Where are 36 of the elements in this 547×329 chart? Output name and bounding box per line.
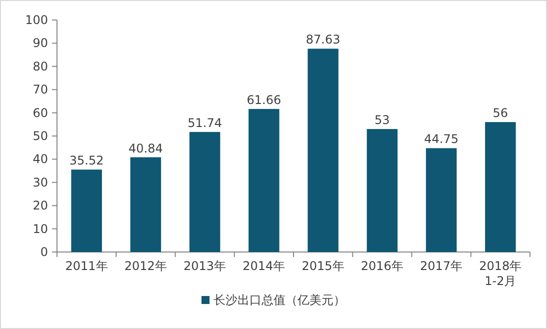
data-label: 56 xyxy=(492,106,508,120)
bar xyxy=(426,148,457,252)
data-label: 40.84 xyxy=(128,141,163,156)
x-tick-label: 2016年 xyxy=(360,259,404,273)
y-tick-label: 90 xyxy=(32,36,48,50)
bar xyxy=(130,157,162,252)
bar xyxy=(189,132,220,252)
y-tick-label: 50 xyxy=(32,129,48,143)
x-tick-label: 2018年 1-2月 xyxy=(479,259,522,288)
x-tick-label: 2015年 xyxy=(302,259,344,273)
legend-label: 长沙出口总值（亿美元） xyxy=(214,293,346,307)
bar xyxy=(485,122,516,252)
y-tick-label: 100 xyxy=(25,13,48,27)
bar xyxy=(308,48,338,252)
data-label: 51.74 xyxy=(188,116,222,130)
y-tick-label: 80 xyxy=(32,59,48,74)
x-tick-label: 2013年 xyxy=(184,259,226,273)
y-tick-label: 10 xyxy=(32,222,48,236)
data-label: 44.75 xyxy=(424,132,458,146)
data-label: 53 xyxy=(374,113,390,128)
bar xyxy=(248,108,280,252)
y-tick-label: 70 xyxy=(32,82,48,97)
x-tick-label: 2014年 xyxy=(242,259,286,273)
y-tick-label: 30 xyxy=(32,175,48,190)
data-label: 61.66 xyxy=(246,92,282,107)
x-tick-label: 2017年 xyxy=(420,259,463,273)
y-tick-label: 0 xyxy=(40,245,48,259)
data-label: 35.52 xyxy=(69,154,104,168)
bar xyxy=(366,129,398,252)
bar xyxy=(71,170,102,252)
data-label: 87.63 xyxy=(306,32,340,47)
y-tick-label: 60 xyxy=(32,106,48,120)
y-tick-label: 40 xyxy=(32,152,48,166)
x-tick-label: 2012年 xyxy=(124,259,167,273)
x-tick-label: 2011年 xyxy=(65,259,108,273)
y-tick-label: 20 xyxy=(32,198,48,213)
